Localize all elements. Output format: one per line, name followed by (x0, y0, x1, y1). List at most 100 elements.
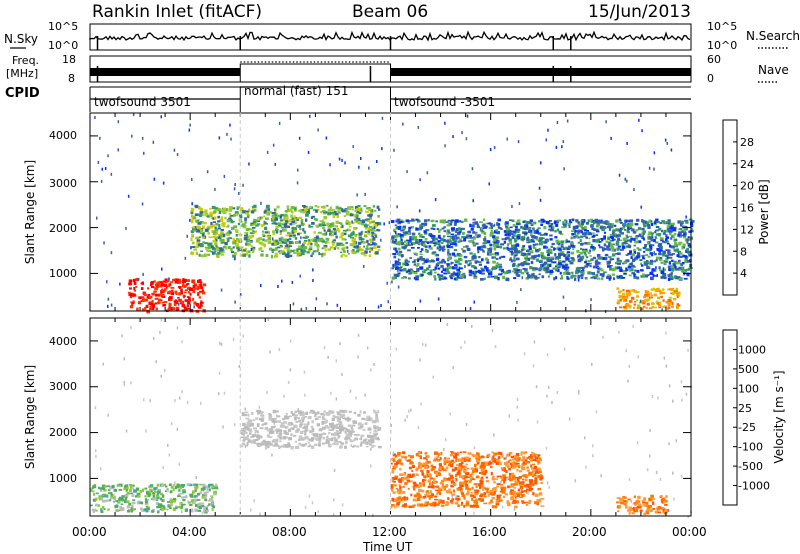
heat-cell (375, 251, 379, 255)
heat-cell (419, 451, 423, 454)
heat-cell (340, 233, 344, 237)
heat-cell (498, 273, 502, 276)
heat-cell (533, 473, 537, 477)
heat-cell (458, 231, 462, 233)
heat-cell (690, 228, 694, 231)
heat-cell (534, 275, 538, 279)
heat-cell (521, 501, 526, 504)
heat-cell (129, 294, 133, 299)
heat-cell (339, 236, 343, 239)
heat-cell (500, 256, 503, 259)
heat-cell (623, 229, 627, 231)
heat-cell (624, 299, 628, 302)
heat-cell (291, 220, 295, 223)
heat-cell (666, 225, 670, 229)
heat-cell (341, 224, 344, 228)
heat-cell (489, 244, 493, 246)
heat-cell (454, 478, 458, 482)
heat-cell (528, 245, 532, 249)
scatter-dot (278, 121, 281, 125)
heat-cell (462, 451, 467, 454)
heat-cell (480, 248, 484, 251)
heat-cell (189, 293, 192, 296)
heat-cell (394, 505, 397, 509)
heat-cell (676, 276, 681, 280)
heat-cell (139, 490, 142, 494)
heat-cell (514, 495, 517, 499)
heat-cell (174, 280, 179, 284)
heat-cell (651, 306, 654, 309)
heat-cell (241, 211, 244, 214)
heat-cell (609, 258, 613, 261)
heat-cell (553, 247, 556, 251)
heat-cell (315, 209, 318, 213)
heat-cell (160, 281, 163, 284)
heat-cell (544, 232, 548, 236)
heat-cell (429, 473, 432, 476)
heat-cell (308, 224, 311, 228)
heat-cell (415, 483, 418, 486)
heat-cell (585, 259, 588, 263)
heat-cell (496, 244, 499, 246)
heat-cell (180, 291, 184, 295)
heat-cell (245, 228, 250, 231)
heat-cell (544, 267, 549, 271)
heat-cell (599, 246, 603, 249)
heat-cell (215, 238, 218, 242)
heat-cell (423, 269, 428, 272)
heat-cell (468, 234, 473, 238)
heat-cell (452, 252, 456, 256)
heat-cell (368, 441, 373, 444)
heat-cell (423, 230, 427, 234)
heat-cell (212, 217, 215, 220)
heat-cell (152, 494, 156, 499)
heat-cell (224, 242, 228, 246)
heat-cell (590, 220, 594, 224)
heat-cell (520, 236, 524, 240)
scatter-dot (318, 252, 320, 256)
heat-cell (499, 461, 502, 465)
heat-cell (632, 230, 637, 234)
heat-cell (509, 229, 512, 234)
heat-cell (671, 253, 675, 255)
heat-cell (597, 256, 601, 260)
heat-cell (471, 472, 474, 476)
heat-cell (254, 439, 259, 441)
heat-cell (250, 245, 253, 248)
heat-cell (507, 234, 511, 237)
heat-cell (512, 259, 516, 262)
scatter-dot (387, 300, 389, 304)
heat-cell (128, 504, 132, 507)
heat-cell (580, 222, 584, 226)
heat-cell (369, 248, 372, 251)
heat-cell (503, 481, 506, 484)
heat-cell (638, 233, 641, 237)
heat-cell (447, 251, 450, 254)
heat-cell (442, 245, 446, 249)
heat-cell (537, 227, 541, 230)
heat-cell (228, 237, 233, 239)
heat-cell (201, 291, 206, 295)
heat-cell (362, 241, 365, 245)
heat-cell (370, 441, 375, 444)
heat-cell (182, 489, 186, 493)
scatter-dot (381, 116, 384, 120)
heat-cell (660, 276, 664, 279)
heat-cell (506, 476, 509, 479)
heat-cell (525, 254, 529, 258)
heat-cell (226, 233, 229, 236)
heat-cell (284, 228, 287, 232)
heat-cell (548, 225, 552, 228)
heat-cell (454, 501, 459, 505)
heat-cell (340, 254, 343, 258)
heat-cell (609, 267, 612, 271)
heat-cell (564, 263, 569, 267)
heat-cell (192, 227, 195, 231)
heat-cell (322, 413, 326, 417)
heat-cell (296, 417, 300, 419)
heat-cell (481, 259, 484, 262)
heat-cell (480, 227, 483, 231)
heat-cell (282, 228, 285, 232)
heat-cell (453, 266, 457, 270)
heat-cell (279, 225, 282, 228)
